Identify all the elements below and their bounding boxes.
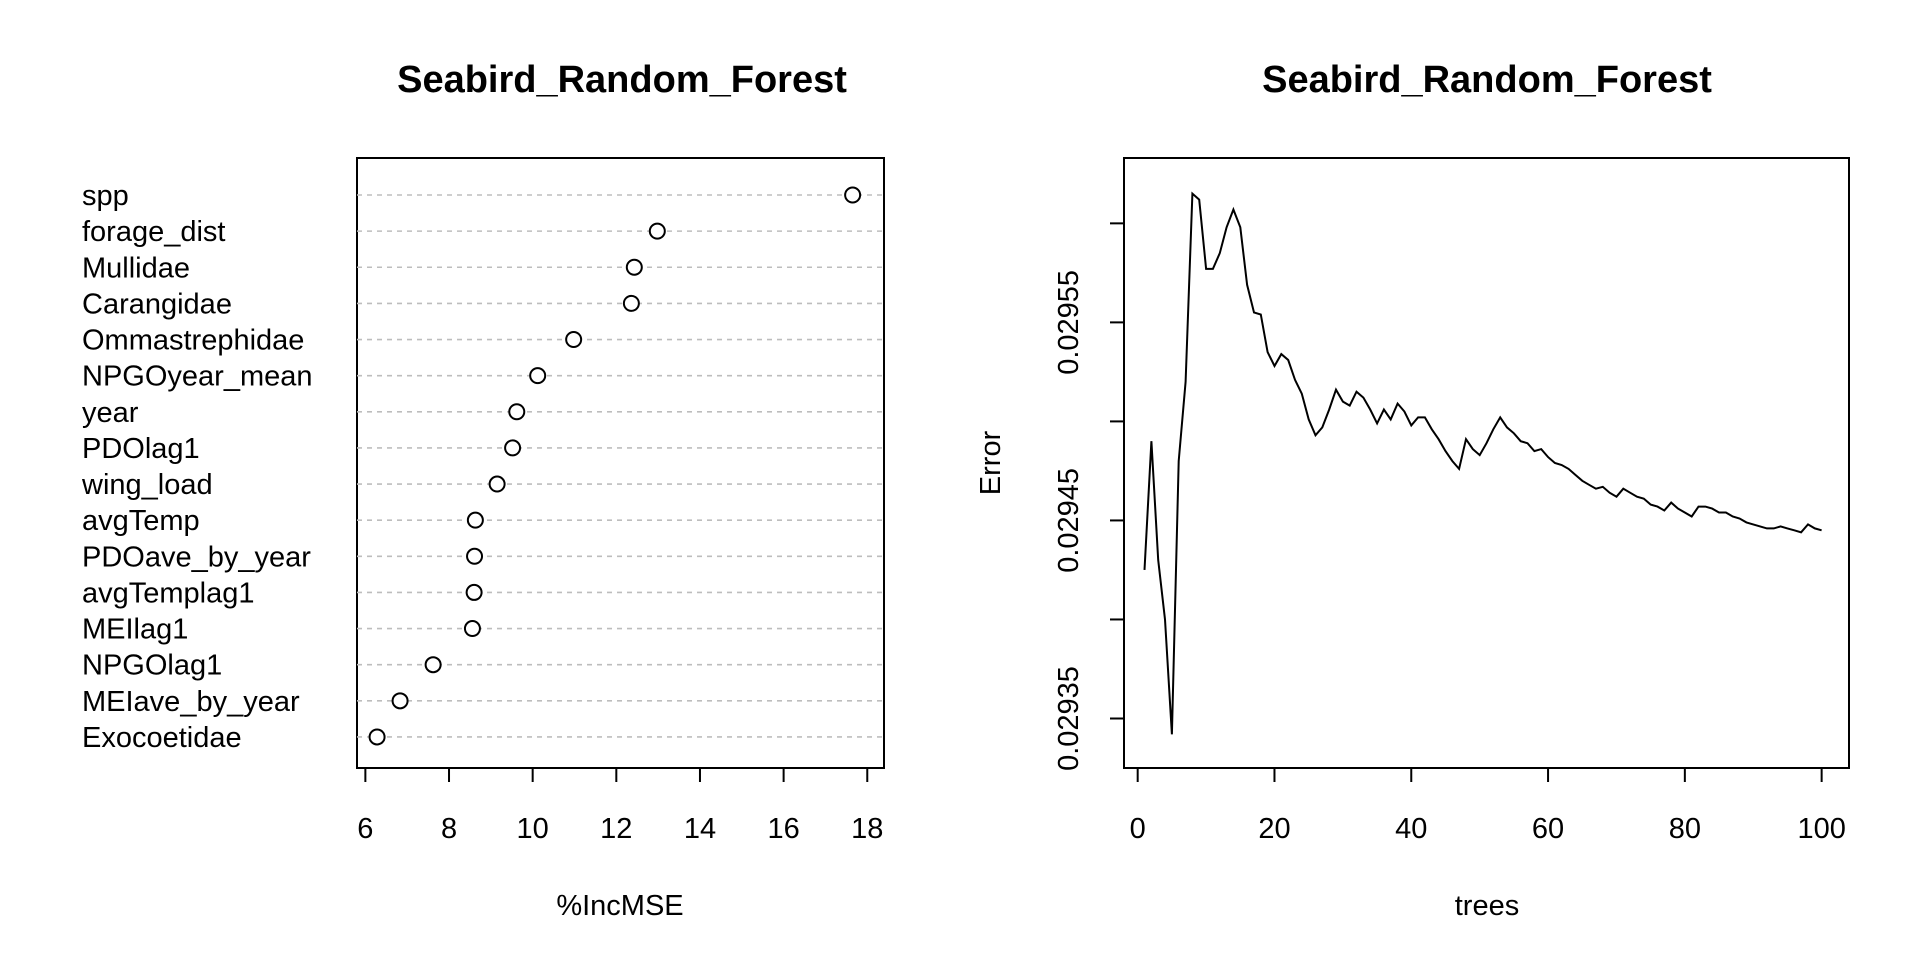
error-panel: Seabird_Random_Forest 0 20 40 60 80 100 0.029… bbox=[975, 59, 1850, 922]
importance-point bbox=[466, 547, 484, 565]
importance-point bbox=[463, 620, 481, 638]
variable-label: PDOave_by_year bbox=[82, 541, 311, 573]
x-tick-label: 18 bbox=[851, 813, 883, 845]
importance-chart-title: Seabird_Random_Forest bbox=[397, 59, 847, 101]
variable-label: forage_dist bbox=[82, 216, 226, 248]
variable-label: Ommastrephidae bbox=[82, 325, 304, 357]
importance-point bbox=[424, 656, 442, 674]
x-tick-label: 20 bbox=[1258, 813, 1290, 845]
variable-label: year bbox=[82, 397, 139, 429]
y-tick-label: 0.02935 bbox=[1053, 666, 1085, 771]
x-tick-label: 16 bbox=[767, 813, 799, 845]
variable-label: Carangidae bbox=[82, 288, 232, 320]
importance-point bbox=[508, 403, 526, 421]
error-plot-box bbox=[1123, 157, 1850, 769]
importance-variable-labels: spp forage_dist Mullidae Carangidae Ommastre… bbox=[81, 180, 313, 754]
error-series bbox=[1143, 191, 1822, 735]
x-tick-label: 40 bbox=[1395, 813, 1427, 845]
variable-label: MEIlag1 bbox=[82, 614, 188, 646]
x-tick-label: 80 bbox=[1669, 813, 1701, 845]
y-tick-label: 0.02945 bbox=[1053, 468, 1085, 573]
importance-point bbox=[648, 222, 666, 240]
error-line bbox=[1143, 191, 1822, 735]
importance-point bbox=[504, 439, 522, 457]
importance-points bbox=[368, 186, 862, 746]
error-chart-title: Seabird_Random_Forest bbox=[1262, 59, 1712, 101]
importance-point bbox=[625, 258, 643, 276]
importance-point bbox=[529, 367, 547, 385]
variable-label: NPGOyear_mean bbox=[82, 361, 313, 393]
importance-plot-box bbox=[356, 157, 885, 769]
importance-point bbox=[622, 294, 640, 312]
x-tick-label: 8 bbox=[441, 813, 457, 845]
importance-point bbox=[488, 475, 506, 493]
variable-label: Mullidae bbox=[82, 252, 190, 284]
importance-point bbox=[565, 331, 583, 349]
y-tick-label: 0.02955 bbox=[1053, 270, 1085, 375]
importance-point bbox=[466, 511, 484, 529]
x-tick-label: 0 bbox=[1130, 813, 1146, 845]
variable-label: spp bbox=[82, 180, 129, 212]
x-tick-label: 14 bbox=[684, 813, 716, 845]
error-x-ticks: 0 20 40 60 80 100 bbox=[1130, 767, 1846, 845]
variable-label: MEIave_by_year bbox=[82, 686, 300, 718]
error-y-ticks: 0.02935 0.02945 0.02955 bbox=[1053, 222, 1125, 771]
importance-point bbox=[465, 583, 483, 601]
error-y-axis-label: Error bbox=[975, 430, 1007, 495]
variable-label: Exocoetidae bbox=[82, 722, 242, 754]
x-tick-label: 60 bbox=[1532, 813, 1564, 845]
variable-label: avgTemplag1 bbox=[82, 577, 255, 609]
importance-point bbox=[368, 728, 386, 746]
importance-gridlines bbox=[357, 194, 884, 738]
importance-point bbox=[391, 692, 409, 710]
error-x-axis-label: trees bbox=[1455, 890, 1519, 922]
variable-label: NPGOlag1 bbox=[82, 650, 222, 682]
importance-panel: Seabird_Random_Forest spp forage_dist Mull… bbox=[81, 59, 885, 922]
x-tick-label: 100 bbox=[1797, 813, 1845, 845]
variable-label: PDOlag1 bbox=[82, 433, 200, 465]
x-tick-label: 10 bbox=[517, 813, 549, 845]
variable-label: wing_load bbox=[81, 469, 213, 501]
importance-point bbox=[844, 186, 862, 204]
x-tick-label: 6 bbox=[357, 813, 373, 845]
importance-x-axis-label: %IncMSE bbox=[556, 890, 683, 922]
importance-x-ticks: 6 8 10 12 14 16 18 bbox=[357, 768, 883, 845]
variable-label: avgTemp bbox=[82, 505, 200, 537]
x-tick-label: 12 bbox=[600, 813, 632, 845]
